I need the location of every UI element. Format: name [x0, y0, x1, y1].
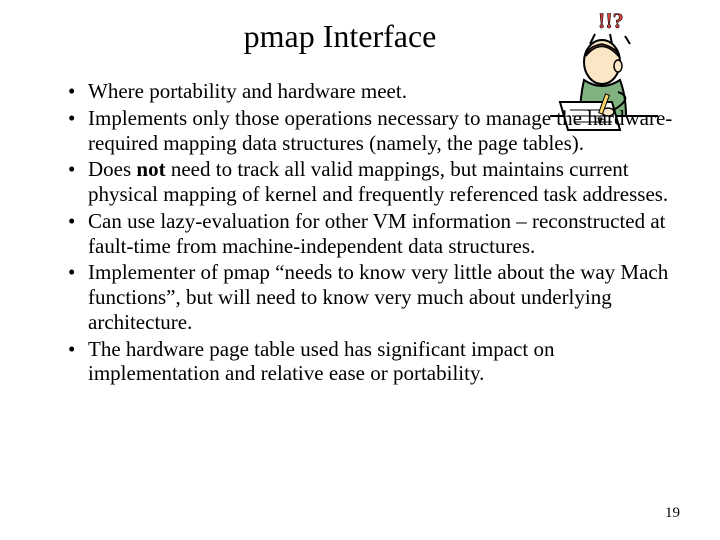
bullet-text: Where portability and hardware meet. [88, 79, 407, 103]
bullet-text: Can use lazy-evaluation for other VM inf… [88, 209, 666, 258]
bullet-post: need to track all valid mappings, but ma… [88, 157, 668, 206]
list-item: Where portability and hardware meet. [68, 79, 680, 104]
page-number: 19 [665, 505, 680, 522]
exclaim-icon: !!? [598, 8, 624, 33]
bullet-text: Implements only those operations necessa… [88, 106, 672, 155]
list-item: Can use lazy-evaluation for other VM inf… [68, 209, 680, 259]
ear-icon [614, 60, 622, 72]
bullet-text: The hardware page table used has signifi… [88, 337, 555, 386]
bullet-text: Does [88, 157, 136, 181]
list-item: Does not need to track all valid mapping… [68, 157, 680, 207]
list-item: Implementer of pmap “needs to know very … [68, 260, 680, 334]
list-item: Implements only those operations necessa… [68, 106, 680, 156]
bullet-list: Where portability and hardware meet. Imp… [40, 79, 680, 386]
bullet-text: Implementer of pmap “needs to know very … [88, 260, 668, 334]
list-item: The hardware page table used has signifi… [68, 337, 680, 387]
bullet-bold: not [136, 157, 165, 181]
